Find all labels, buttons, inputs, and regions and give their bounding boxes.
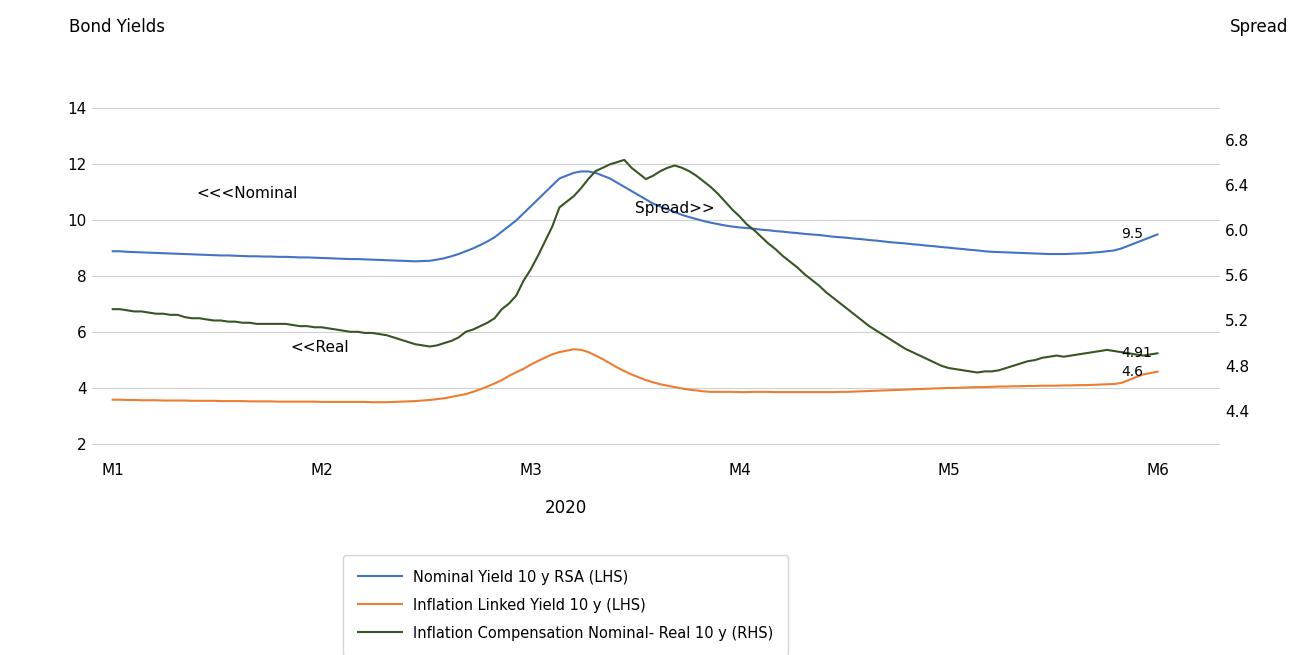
Inflation Compensation Nominal- Real 10 y (RHS): [638, 175, 653, 183]
Line: Inflation Linked Yield 10 y (LHS): Inflation Linked Yield 10 y (LHS): [113, 349, 1157, 402]
Inflation Compensation Nominal- Real 10 y (RHS): [617, 156, 632, 164]
Inflation Linked Yield 10 y (LHS): [732, 388, 748, 396]
Nominal Yield 10 y RSA (LHS): [400, 257, 416, 265]
Inflation Linked Yield 10 y (LHS): [565, 345, 581, 353]
Nominal Yield 10 y RSA (LHS): [105, 248, 121, 255]
Inflation Compensation Nominal- Real 10 y (RHS): [970, 369, 985, 377]
Inflation Linked Yield 10 y (LHS): [365, 398, 380, 406]
Inflation Compensation Nominal- Real 10 y (RHS): [227, 318, 243, 326]
Nominal Yield 10 y RSA (LHS): [227, 252, 243, 259]
Inflation Compensation Nominal- Real 10 y (RHS): [357, 329, 373, 337]
Line: Inflation Compensation Nominal- Real 10 y (RHS): Inflation Compensation Nominal- Real 10 …: [113, 160, 1157, 373]
Nominal Yield 10 y RSA (LHS): [732, 223, 748, 231]
Inflation Linked Yield 10 y (LHS): [227, 397, 243, 405]
Text: <<<Nominal: <<<Nominal: [197, 186, 298, 201]
Text: 9.5: 9.5: [1120, 227, 1143, 242]
Inflation Linked Yield 10 y (LHS): [357, 398, 373, 406]
Inflation Compensation Nominal- Real 10 y (RHS): [105, 305, 121, 313]
Inflation Linked Yield 10 y (LHS): [371, 398, 387, 406]
Nominal Yield 10 y RSA (LHS): [408, 257, 424, 265]
Text: Spread>>: Spread>>: [635, 201, 715, 216]
Inflation Compensation Nominal- Real 10 y (RHS): [365, 329, 380, 337]
Text: 4.91: 4.91: [1120, 346, 1152, 360]
Inflation Compensation Nominal- Real 10 y (RHS): [724, 206, 740, 214]
Line: Nominal Yield 10 y RSA (LHS): Nominal Yield 10 y RSA (LHS): [113, 172, 1157, 261]
Inflation Compensation Nominal- Real 10 y (RHS): [1149, 349, 1165, 357]
Nominal Yield 10 y RSA (LHS): [1149, 231, 1165, 238]
X-axis label: 2020: 2020: [544, 499, 586, 517]
Nominal Yield 10 y RSA (LHS): [357, 255, 373, 263]
Inflation Compensation Nominal- Real 10 y (RHS): [400, 338, 416, 346]
Nominal Yield 10 y RSA (LHS): [646, 200, 661, 208]
Nominal Yield 10 y RSA (LHS): [365, 255, 380, 263]
Text: Spread: Spread: [1229, 18, 1288, 36]
Inflation Linked Yield 10 y (LHS): [1149, 367, 1165, 375]
Text: Bond Yields: Bond Yields: [70, 18, 165, 36]
Inflation Linked Yield 10 y (LHS): [646, 379, 661, 386]
Inflation Linked Yield 10 y (LHS): [408, 397, 424, 405]
Inflation Linked Yield 10 y (LHS): [105, 396, 121, 403]
Legend: Nominal Yield 10 y RSA (LHS), Inflation Linked Yield 10 y (LHS), Inflation Compe: Nominal Yield 10 y RSA (LHS), Inflation …: [344, 555, 789, 655]
Text: <<Real: <<Real: [290, 340, 349, 355]
Nominal Yield 10 y RSA (LHS): [573, 168, 589, 176]
Text: 4.6: 4.6: [1120, 365, 1143, 379]
